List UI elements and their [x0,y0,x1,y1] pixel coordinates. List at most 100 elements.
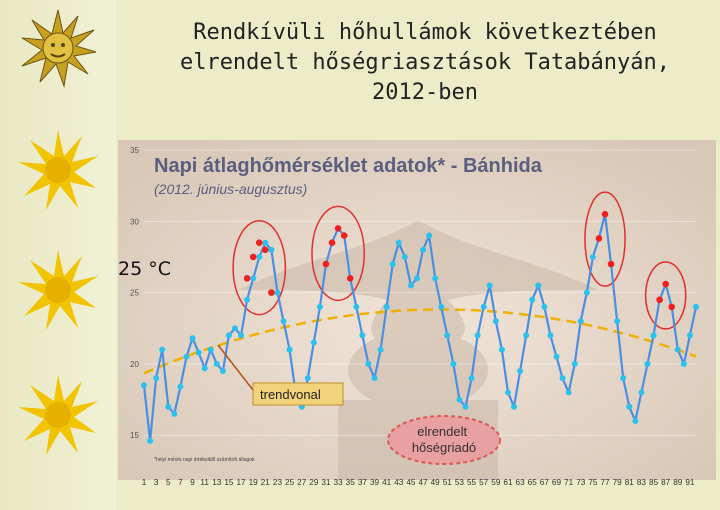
data-point [444,332,451,339]
data-point [535,282,542,289]
data-point [159,346,166,353]
heat-point [340,232,348,239]
x-tick-label: 27 [297,478,307,487]
data-point [626,403,633,410]
x-tick-label: 35 [346,478,356,487]
x-tick-label: 19 [249,478,259,487]
alert-label: elrendelt hőségriadó [412,424,476,455]
sun-icon [18,375,98,455]
x-tick-label: 33 [334,478,344,487]
data-point [517,368,524,375]
heat-point [595,235,603,242]
data-point [147,437,154,444]
alert-label-line-2: hőségriadó [412,440,476,455]
data-point [614,318,621,325]
data-point [353,303,360,310]
x-tick-label: 69 [552,478,562,487]
data-point [498,346,505,353]
data-point [450,360,457,367]
x-tick-label: 31 [321,478,331,487]
chart-title: Napi átlaghőmérséklet adatok* - Bánhida [154,155,543,177]
x-tick-label: 7 [178,478,183,487]
data-point [541,303,548,310]
temperature-points [141,211,699,444]
data-point [195,349,202,356]
x-tick-label: 59 [491,478,501,487]
data-point [565,389,572,396]
title-line-1: Rendkívüli hőhullámok következtében [193,20,657,45]
data-point [413,275,420,282]
data-point [686,332,693,339]
data-point [256,253,263,260]
data-point [189,335,196,342]
data-point [511,403,518,410]
x-tick-label: 17 [237,478,247,487]
data-point [620,375,627,382]
data-point [632,417,639,424]
data-point [456,396,463,403]
x-tick-label: 75 [588,478,598,487]
x-tick-label: 51 [443,478,453,487]
data-point [680,360,687,367]
heat-point [334,225,342,232]
alert-ellipse [644,261,687,330]
trend-label: trendvonal [260,387,321,402]
x-tick-label: 77 [600,478,610,487]
heat-point [268,289,275,296]
y-tick-label: 35 [130,146,139,155]
x-tick-label: 3 [154,478,159,487]
data-point [171,410,178,417]
data-point [213,360,220,367]
trend-label-box [252,382,344,406]
heat-point [243,275,251,282]
alert-label-ellipse [387,415,501,465]
data-point [492,318,499,325]
x-tick-label: 39 [370,478,380,487]
data-point [438,303,445,310]
x-tick-label: 5 [166,478,171,487]
x-tick-label: 67 [540,478,550,487]
data-point [577,318,584,325]
decorative-sidebar [0,0,116,510]
x-tick-label: 79 [613,478,623,487]
trend-label-pointer [217,344,254,391]
x-tick-label: 53 [455,478,465,487]
x-tick-label: 89 [673,478,683,487]
data-point [280,318,287,325]
x-tick-label: 13 [212,478,222,487]
chart-subtitle: (2012. június-augusztus) [154,181,307,197]
sun-icon [18,250,98,330]
data-point [316,303,323,310]
data-point [262,239,269,246]
data-point [462,403,469,410]
data-point [153,375,160,382]
data-point [650,332,657,339]
data-point [395,239,402,246]
threshold-label: 25 °C [118,258,171,280]
x-tick-label: 1 [142,478,147,487]
data-point [583,289,590,296]
alert-ellipse [584,191,626,287]
data-point [571,360,578,367]
data-point [529,296,536,303]
sun-icon [18,130,98,210]
x-tick-label: 55 [467,478,477,487]
x-tick-label: 37 [358,478,368,487]
alert-label-line-1: elrendelt [417,424,467,439]
data-point [359,332,366,339]
data-point [244,296,251,303]
x-tick-label: 61 [503,478,513,487]
data-point [480,303,487,310]
data-point [207,346,214,353]
heat-point [662,280,669,288]
data-point [141,382,147,389]
chart-footnote: *helyi mérés napi értékeiből számított á… [154,457,255,463]
data-point [401,253,408,260]
y-tick-label: 15 [130,431,139,440]
sun-face-icon [21,9,97,88]
x-tick-label: 63 [516,478,526,487]
heat-point [656,296,663,304]
x-tick-label: 87 [661,478,671,487]
x-tick-label: 49 [431,478,441,487]
